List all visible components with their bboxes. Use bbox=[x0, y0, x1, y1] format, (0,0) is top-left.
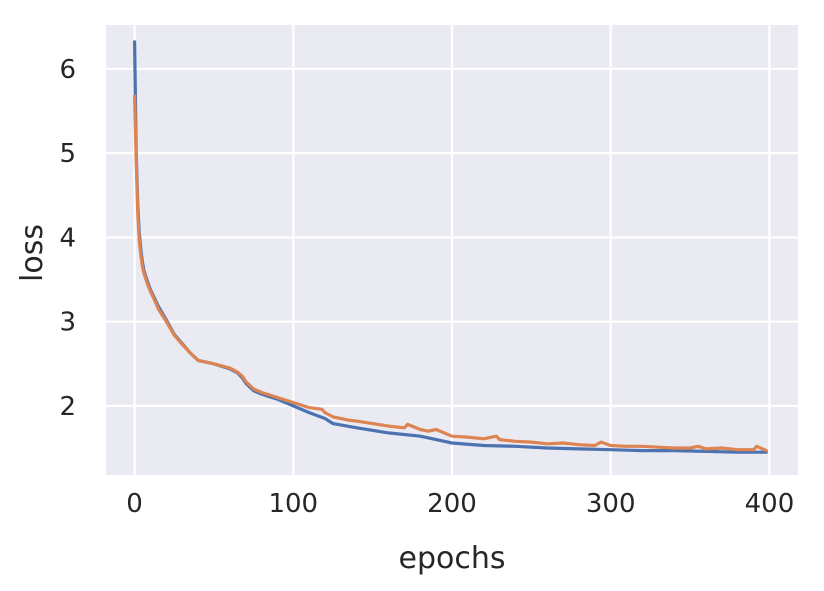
series-line-2 bbox=[133, 94, 768, 453]
x-tick-label: 0 bbox=[126, 489, 143, 519]
y-tick-label: 2 bbox=[59, 392, 76, 422]
y-tick-label: 4 bbox=[59, 223, 76, 253]
y-tick-label: 5 bbox=[59, 139, 76, 169]
x-tick-label: 400 bbox=[745, 489, 795, 519]
x-tick-label: 300 bbox=[586, 489, 636, 519]
x-axis-label: epochs bbox=[399, 541, 506, 576]
grid bbox=[106, 25, 798, 475]
y-tick-label: 6 bbox=[59, 55, 76, 85]
x-tick-label: 200 bbox=[427, 489, 477, 519]
x-tick-labels: 0 100 200 300 400 bbox=[126, 489, 794, 519]
series-lines bbox=[133, 40, 768, 454]
y-tick-label: 3 bbox=[59, 308, 76, 338]
x-tick-label: 100 bbox=[268, 489, 318, 519]
y-tick-labels: 2 3 4 5 6 bbox=[59, 55, 76, 422]
y-axis-label: loss bbox=[15, 224, 50, 282]
